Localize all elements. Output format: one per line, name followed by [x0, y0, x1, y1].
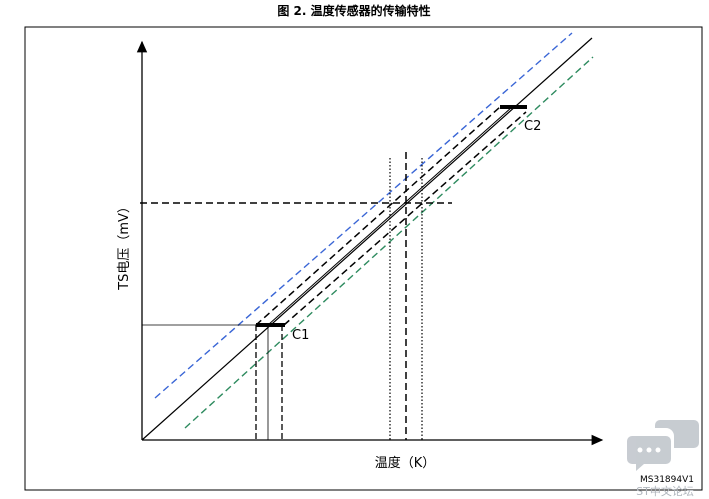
y-axis-label: TS电压（mV）	[117, 200, 132, 291]
lower-bound-line	[184, 56, 594, 429]
frame	[24, 26, 703, 491]
figure-title: 图 2. 温度传感器的传输特性	[277, 3, 430, 18]
point-label: C1	[292, 328, 309, 343]
watermark-text: ST中文论坛	[636, 484, 694, 498]
watermark-icon	[627, 420, 699, 471]
upper-bound-line	[154, 32, 573, 399]
x-axis-label: 温度（K）	[375, 455, 436, 471]
point-label: C2	[524, 119, 541, 134]
cal-bound-line	[255, 106, 501, 326]
calibrated-line	[267, 106, 513, 326]
figure-id: MS31894V1	[640, 475, 694, 485]
cal-bound-line	[283, 111, 527, 326]
ideal-line	[141, 37, 593, 441]
